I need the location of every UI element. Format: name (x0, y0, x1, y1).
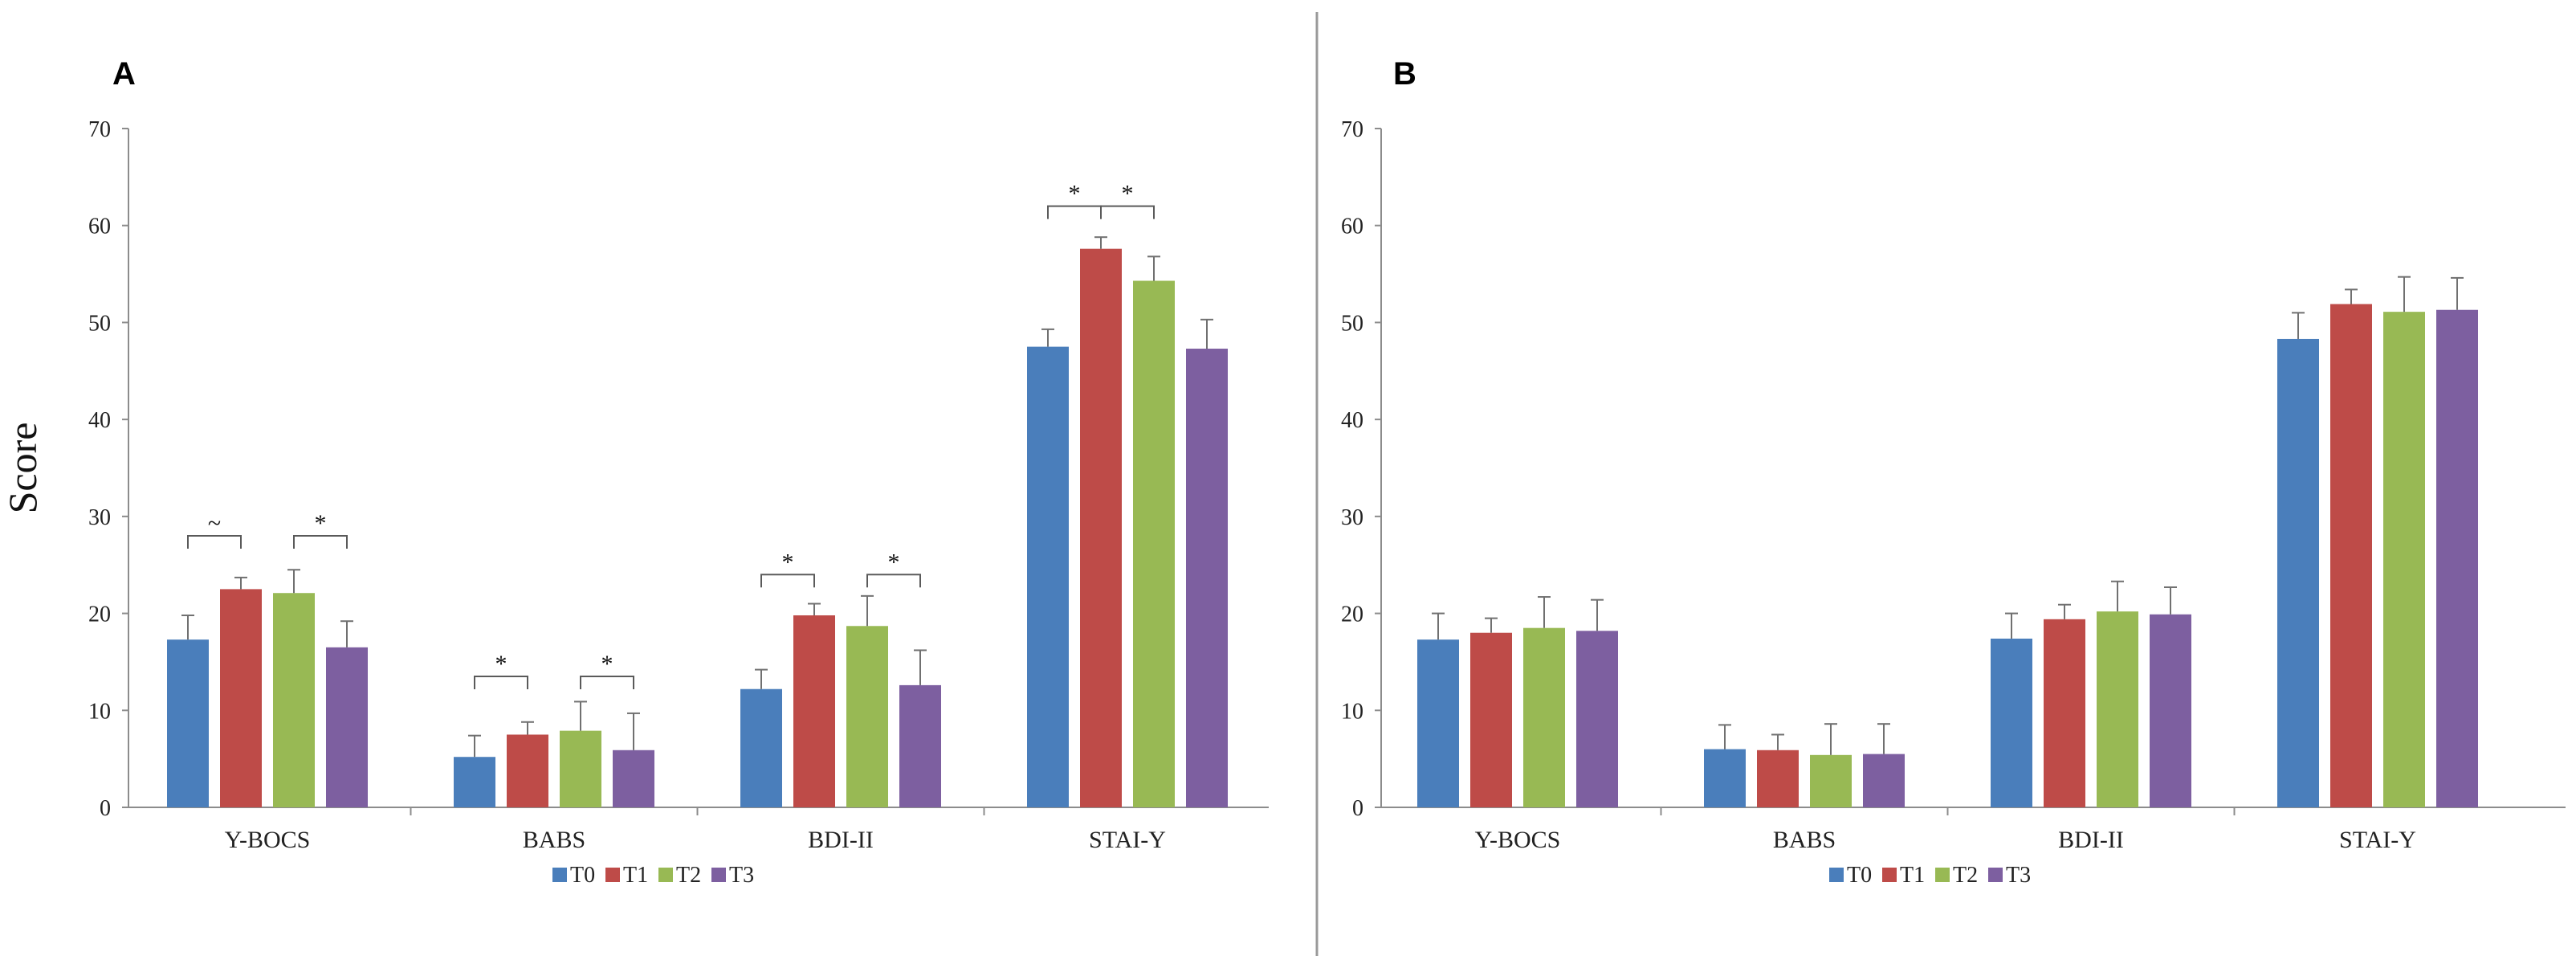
panel-b-category-label: STAI-Y (2339, 827, 2416, 853)
panel-a-legend-swatch-t1 (605, 868, 620, 882)
panel-a-bar-t3 (1186, 349, 1228, 807)
panel-a-y-tick-label: 70 (88, 117, 111, 142)
panel-a-significance-label: * (1069, 181, 1081, 207)
panel-a-bar-t2 (846, 626, 888, 807)
panel-b-bar-t0 (1704, 749, 1746, 807)
panel-a-legend-swatch-t3 (711, 868, 726, 882)
panel-a-significance-bracket (474, 676, 528, 690)
panel-a-y-tick-label: 20 (88, 602, 111, 627)
panel-b-y-tick-label: 40 (1341, 408, 1363, 433)
panel-b-legend-swatch-t1 (1882, 868, 1897, 882)
panel-b-legend-swatch-t0 (1829, 868, 1844, 882)
panel-b-y-tick-label: 60 (1341, 214, 1363, 239)
panel-a-legend-label: T1 (623, 863, 648, 888)
panel-b-bar-t0 (1991, 638, 2032, 807)
panel-a-significance-label: * (495, 651, 507, 677)
panel-a-y-tick-label: 60 (88, 214, 111, 239)
panel-b-bar-t1 (2044, 619, 2085, 807)
panel-a-bar-t2 (273, 593, 315, 807)
panel-a-legend-label: T2 (676, 863, 701, 888)
panel-a-bar-t1 (507, 734, 548, 807)
panel-b-y-tick-label: 30 (1341, 505, 1363, 530)
panel-a-significance-label: * (888, 549, 900, 575)
panel-a-bar-t1 (793, 615, 835, 807)
panel-b-bar-t3 (1576, 631, 1618, 807)
panel-a-y-tick-label: 30 (88, 505, 111, 530)
panel-a-significance-label: * (315, 510, 327, 537)
panel-b-bar-t1 (1757, 750, 1799, 807)
panel-a-significance-label: * (782, 549, 794, 575)
panel-b-bar-t2 (1523, 627, 1565, 807)
panel-b-y-tick-label: 20 (1341, 602, 1363, 627)
panel-a-legend-swatch-t0 (552, 868, 567, 882)
panel-a-bar-t3 (899, 684, 941, 807)
panel-a-y-tick-label: 10 (88, 699, 111, 724)
panel-b-bar-t1 (1470, 632, 1512, 807)
panel-b-y-tick-label: 10 (1341, 699, 1363, 724)
panel-a-y-tick-label: 40 (88, 408, 111, 433)
panel-a-significance-bracket (293, 535, 348, 549)
panel-a-y-axis-label: Score (0, 423, 45, 514)
panel-b-bar-t2 (2097, 611, 2138, 807)
panel-b-bar-t0 (2277, 338, 2319, 807)
panel-a-bar-t3 (326, 647, 368, 807)
panel-a-category-label: Y-BOCS (225, 827, 311, 853)
panel-b-y-tick-label: 0 (1352, 796, 1363, 821)
panel-b-letter: B (1393, 56, 1416, 92)
panel-a-bar-t2 (560, 730, 601, 807)
panel-a-category-label: STAI-Y (1089, 827, 1166, 853)
panel-a-chart: A Score 0 10 20 30 40 50 60 70 Y-BOCS BABS BDI-II STA… (0, 56, 1269, 888)
panel-b-bar-t2 (1810, 754, 1852, 807)
panel-a-bar-t1 (220, 589, 262, 807)
panel-b-legend-swatch-t3 (1988, 868, 2003, 882)
panel-a-significance-bracket (760, 574, 815, 588)
panel-b-legend-label: T0 (1847, 863, 1872, 888)
panel-a-significance-bracket (580, 676, 634, 690)
panel-a-bar-t0 (740, 688, 782, 807)
panel-b-category-label: Y-BOCS (1475, 827, 1561, 853)
panel-a-significance-bracket (187, 535, 242, 549)
panel-b-bar-t3 (1863, 754, 1905, 807)
panel-b-bar-t3 (2436, 309, 2478, 807)
panel-a-legend-label: T3 (729, 863, 754, 888)
panel-a-significance-bracket (1100, 205, 1155, 219)
panel-a-significance-label: ~ (208, 510, 221, 537)
panel-b-y-tick-label: 50 (1341, 311, 1363, 336)
panel-b-bar-t0 (1417, 639, 1459, 807)
panel-a-significance-bracket (866, 574, 921, 588)
panel-b-legend-label: T1 (1900, 863, 1925, 888)
panel-a-legend-swatch-t2 (658, 868, 673, 882)
panel-a-bar-t0 (167, 639, 209, 807)
panel-a-significance-label: * (601, 651, 613, 677)
panel-a-bar-t2 (1133, 280, 1175, 807)
panel-a-category-label: BDI-II (808, 827, 874, 853)
panel-b-legend-label: T3 (2006, 863, 2031, 888)
panel-a-significance-label: * (1122, 181, 1134, 207)
panel-b-legend-label: T2 (1953, 863, 1978, 888)
panel-b-legend-swatch-t2 (1935, 868, 1950, 882)
panel-b-bar-t2 (2383, 312, 2425, 807)
panel-b-y-tick-label: 70 (1341, 117, 1363, 142)
panel-a-category-label: BABS (523, 827, 585, 853)
panel-a-letter: A (112, 56, 136, 92)
panel-a-legend-label: T0 (570, 863, 595, 888)
panel-a-bar-t0 (1027, 346, 1069, 807)
panel-b-category-label: BDI-II (2058, 827, 2124, 853)
panel-a-bar-t3 (613, 750, 654, 807)
panel-a-y-tick-label: 0 (100, 796, 111, 821)
panel-b-category-label: BABS (1773, 827, 1836, 853)
panel-b-bar-t3 (2150, 614, 2191, 807)
panel-a-y-tick-label: 50 (88, 311, 111, 336)
panel-a-bar-t1 (1080, 248, 1122, 808)
panel-b-chart: B 0 10 20 30 40 50 60 70 Y-BOCS BABS BDI-II STAI-Y T0… (1341, 56, 2566, 888)
panel-b-bar-t1 (2330, 304, 2372, 807)
panel-a-bar-t0 (454, 757, 495, 807)
